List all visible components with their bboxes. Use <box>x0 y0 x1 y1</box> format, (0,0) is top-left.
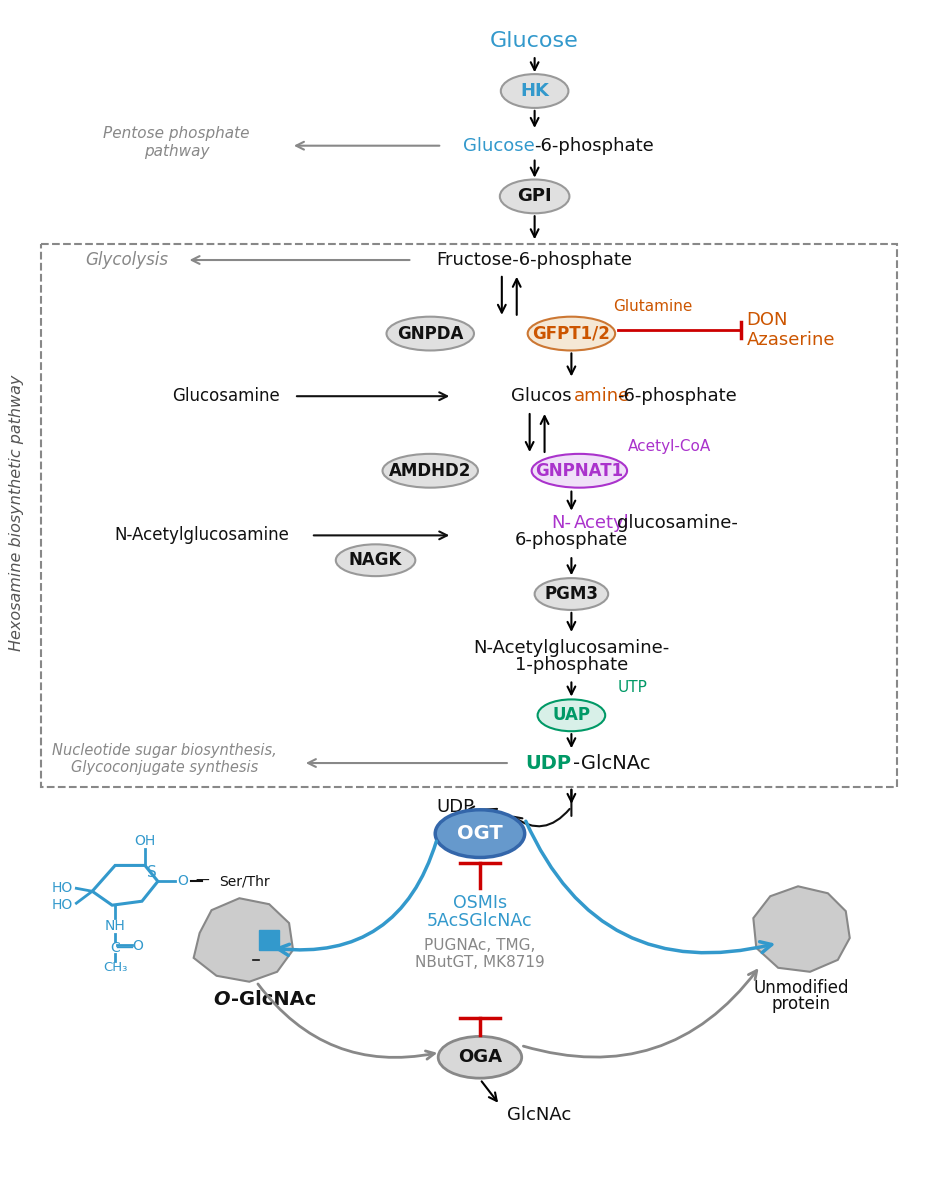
Text: amine: amine <box>574 388 629 406</box>
Text: AMDHD2: AMDHD2 <box>389 462 471 480</box>
Text: HK: HK <box>520 82 549 100</box>
Text: OH: OH <box>135 834 155 847</box>
Text: UDP: UDP <box>436 798 474 816</box>
Text: Pentose phosphate: Pentose phosphate <box>104 126 250 142</box>
Text: UTP: UTP <box>617 680 647 695</box>
Text: OGT: OGT <box>457 824 503 844</box>
Text: S: S <box>147 865 156 880</box>
Ellipse shape <box>500 180 569 214</box>
Text: Glucosamine: Glucosamine <box>172 388 281 406</box>
Text: NButGT, MK8719: NButGT, MK8719 <box>415 955 544 971</box>
Text: OSMIs: OSMIs <box>453 894 507 912</box>
FancyArrowPatch shape <box>513 809 570 827</box>
Text: —: — <box>196 875 209 888</box>
Text: Nucleotide sugar biosynthesis,: Nucleotide sugar biosynthesis, <box>53 743 277 757</box>
Text: pathway: pathway <box>144 144 209 160</box>
Ellipse shape <box>382 454 478 487</box>
Ellipse shape <box>501 74 568 108</box>
Text: N-Acetylglucosamine: N-Acetylglucosamine <box>114 527 289 545</box>
Text: Hexosamine biosynthetic pathway: Hexosamine biosynthetic pathway <box>9 374 24 650</box>
Text: O: O <box>133 938 143 953</box>
Text: N-: N- <box>551 515 572 533</box>
Text: GlcNAc: GlcNAc <box>507 1106 571 1124</box>
FancyArrowPatch shape <box>278 841 436 955</box>
FancyArrowPatch shape <box>524 971 756 1057</box>
Text: glucosamine-: glucosamine- <box>617 515 738 533</box>
Text: PGM3: PGM3 <box>544 586 598 604</box>
Text: Acetyl: Acetyl <box>574 515 629 533</box>
Text: HO: HO <box>52 898 73 912</box>
Text: -GlcNAc: -GlcNAc <box>574 754 651 773</box>
Ellipse shape <box>438 1037 522 1078</box>
Polygon shape <box>754 887 850 972</box>
Text: 6-phosphate: 6-phosphate <box>514 532 628 550</box>
Text: Glutamine: Glutamine <box>613 299 692 314</box>
Text: NH: NH <box>105 919 125 934</box>
Text: Ser/Thr: Ser/Thr <box>219 875 270 888</box>
Text: OGA: OGA <box>458 1049 502 1067</box>
Ellipse shape <box>335 545 415 576</box>
Polygon shape <box>194 899 293 982</box>
Text: NAGK: NAGK <box>349 551 402 569</box>
Text: Glycoconjugate synthesis: Glycoconjugate synthesis <box>72 760 258 774</box>
Text: Glucos: Glucos <box>511 388 572 406</box>
Text: Acetyl-CoA: Acetyl-CoA <box>628 439 711 455</box>
Text: Glucose: Glucose <box>463 137 535 155</box>
Text: Azaserine: Azaserine <box>746 330 835 348</box>
Text: -GlcNAc: -GlcNAc <box>232 990 317 1009</box>
Text: HO: HO <box>52 881 73 895</box>
Ellipse shape <box>538 700 605 731</box>
Text: DON: DON <box>746 311 788 329</box>
Text: UDP: UDP <box>526 754 572 773</box>
Text: Unmodified: Unmodified <box>754 979 849 997</box>
Ellipse shape <box>386 317 474 350</box>
Text: PUGNAc, TMG,: PUGNAc, TMG, <box>424 938 536 954</box>
FancyArrowPatch shape <box>258 984 434 1060</box>
Text: O: O <box>213 990 230 1009</box>
Text: 5AcSGlcNAc: 5AcSGlcNAc <box>427 912 533 930</box>
Text: O: O <box>177 875 188 888</box>
Ellipse shape <box>528 317 615 350</box>
Text: Fructose-6-phosphate: Fructose-6-phosphate <box>437 251 633 269</box>
Text: UAP: UAP <box>552 707 591 725</box>
Text: GFPT1/2: GFPT1/2 <box>532 324 610 342</box>
Text: -6-phosphate: -6-phosphate <box>617 388 737 406</box>
FancyArrowPatch shape <box>526 821 771 953</box>
Text: CH₃: CH₃ <box>103 961 127 974</box>
Text: GNPNAT1: GNPNAT1 <box>535 462 624 480</box>
Text: GPI: GPI <box>517 187 552 205</box>
Text: N-Acetylglucosamine-: N-Acetylglucosamine- <box>473 638 670 656</box>
Text: -6-phosphate: -6-phosphate <box>535 137 655 155</box>
Text: protein: protein <box>771 995 831 1013</box>
Ellipse shape <box>531 454 627 487</box>
Text: GNPDA: GNPDA <box>398 324 463 342</box>
Ellipse shape <box>535 578 609 610</box>
Text: 1-phosphate: 1-phosphate <box>514 655 628 673</box>
Ellipse shape <box>435 810 525 858</box>
Text: Glucose: Glucose <box>490 31 579 52</box>
Bar <box>259 930 279 950</box>
Text: Glycolysis: Glycolysis <box>86 251 169 269</box>
Text: C: C <box>110 941 120 955</box>
